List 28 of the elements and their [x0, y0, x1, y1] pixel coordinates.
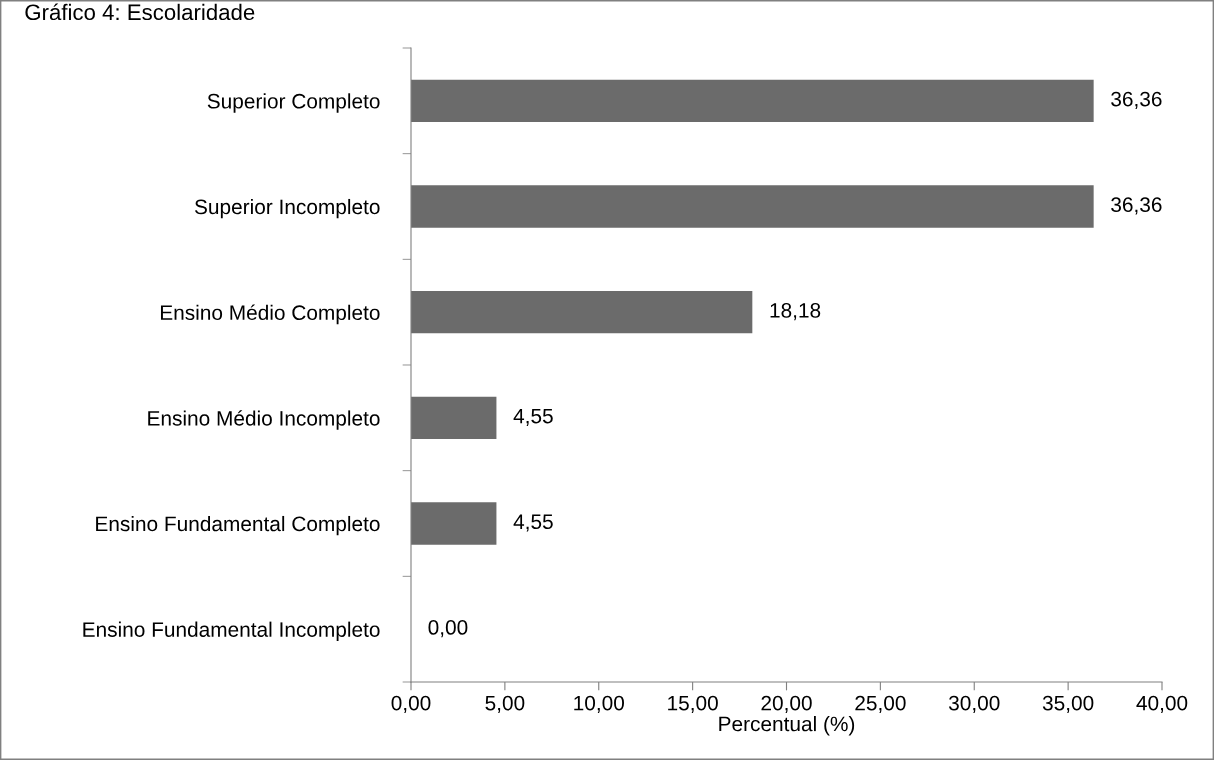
data-label: 36,36	[1111, 197, 1162, 215]
data-label: 0,00	[428, 620, 468, 638]
y-tick-label: Superior Incompleto	[194, 198, 380, 219]
x-tick-label: 35,00	[1042, 695, 1094, 713]
x-tick-label: 40,00	[1136, 695, 1188, 713]
x-tick-label: 15,00	[668, 695, 718, 713]
x-tick-label: 30,00	[948, 695, 1000, 713]
bar	[411, 79, 1094, 122]
x-tick-label: 0,00	[391, 695, 431, 713]
bar	[411, 185, 1094, 228]
x-tick-label: 5,00	[485, 695, 525, 713]
x-tick-label: 10,00	[574, 695, 624, 713]
y-tick-label: Ensino Fundamental Completo	[96, 515, 380, 536]
bar	[411, 291, 753, 334]
data-label: 4,55	[513, 408, 553, 426]
text: Gráfico 4: Escolaridade	[25, 3, 255, 21]
bar	[411, 396, 497, 439]
x-tick-label: 20,00	[761, 695, 812, 713]
data-label: 18,18	[770, 303, 821, 321]
x-tick-label: 25,00	[855, 695, 906, 713]
bar	[411, 502, 497, 545]
y-tick-label: Superior Completo	[207, 93, 380, 113]
data-label: 4,55	[513, 514, 553, 532]
data-label: 36,36	[1111, 91, 1162, 109]
y-tick-label: Ensino Fundamental Incompleto	[83, 621, 380, 642]
y-tick-label: Ensino Médio Completo	[160, 304, 380, 325]
y-tick-label: Ensino Médio Incompleto	[148, 410, 380, 430]
x-axis-title: Percentual (%)	[719, 716, 855, 736]
